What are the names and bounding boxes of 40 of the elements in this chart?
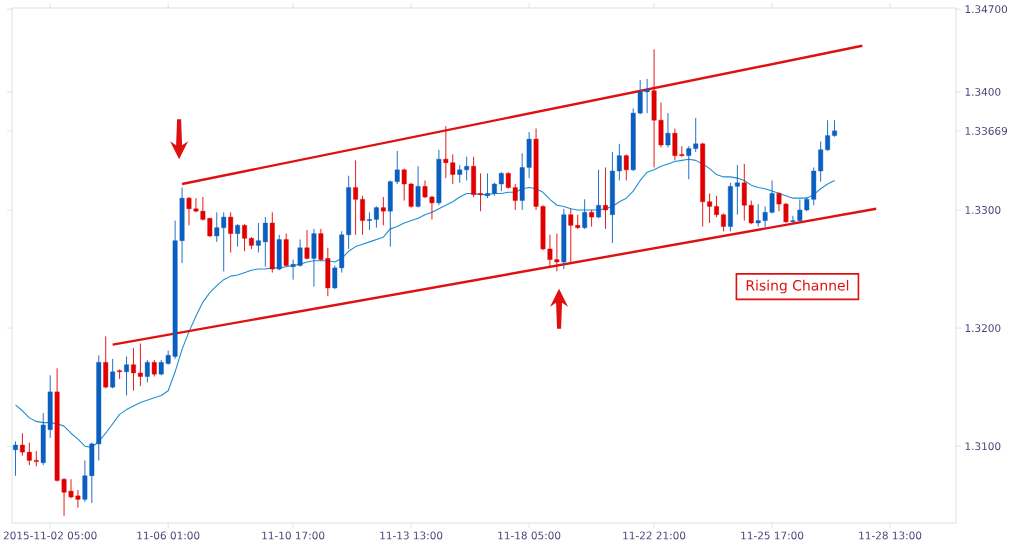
y-tick-label: 1.3100	[965, 442, 1001, 451]
x-tick-label: 11-13 13:00	[380, 531, 443, 540]
candlestick	[124, 356, 129, 396]
candlestick	[137, 343, 143, 387]
y-tick-label: 1.3300	[965, 206, 1001, 214]
candlestick	[623, 154, 629, 181]
candlestick	[360, 195, 365, 236]
candlestick	[415, 165, 421, 209]
x-tick-label: 2015-11-02 05:00	[3, 531, 97, 540]
y-tick-label: 1.33669	[965, 127, 1008, 135]
candlestick	[367, 211, 372, 231]
candlestick	[603, 167, 608, 230]
candlestick	[582, 198, 588, 230]
candlestick	[485, 172, 490, 199]
candlestick	[374, 205, 379, 229]
candlestick	[478, 172, 483, 212]
candlestick	[228, 211, 234, 253]
candlestick	[304, 229, 310, 261]
x-tick-label: 11-10 17:00	[262, 531, 325, 540]
candlestick	[131, 347, 136, 392]
candlestick	[596, 169, 601, 219]
candlestick	[242, 223, 247, 252]
candlestick	[665, 112, 671, 148]
candlestick	[235, 223, 241, 248]
y-tick-label: 1.3200	[965, 324, 1001, 333]
y-tick-label: 1.34700	[965, 5, 1008, 14]
candlestick	[110, 358, 116, 389]
candlestick	[714, 195, 719, 218]
x-tick-label: 11-06 01:00	[137, 531, 200, 540]
annotation: Rising Channel	[746, 279, 849, 294]
candlestick	[353, 159, 359, 236]
x-tick-label: 11-18 05:00	[498, 531, 561, 540]
y-tick-label: 1.3400	[965, 87, 1001, 96]
candlestick	[117, 368, 123, 380]
candlestick	[380, 196, 386, 226]
candlestick	[13, 441, 18, 477]
x-tick-label: 11-28 13:00	[859, 531, 922, 540]
candlestick	[144, 359, 150, 383]
x-tick-label: 11-22 21:00	[623, 531, 686, 540]
x-tick-label: 11-25 17:00	[741, 531, 804, 540]
